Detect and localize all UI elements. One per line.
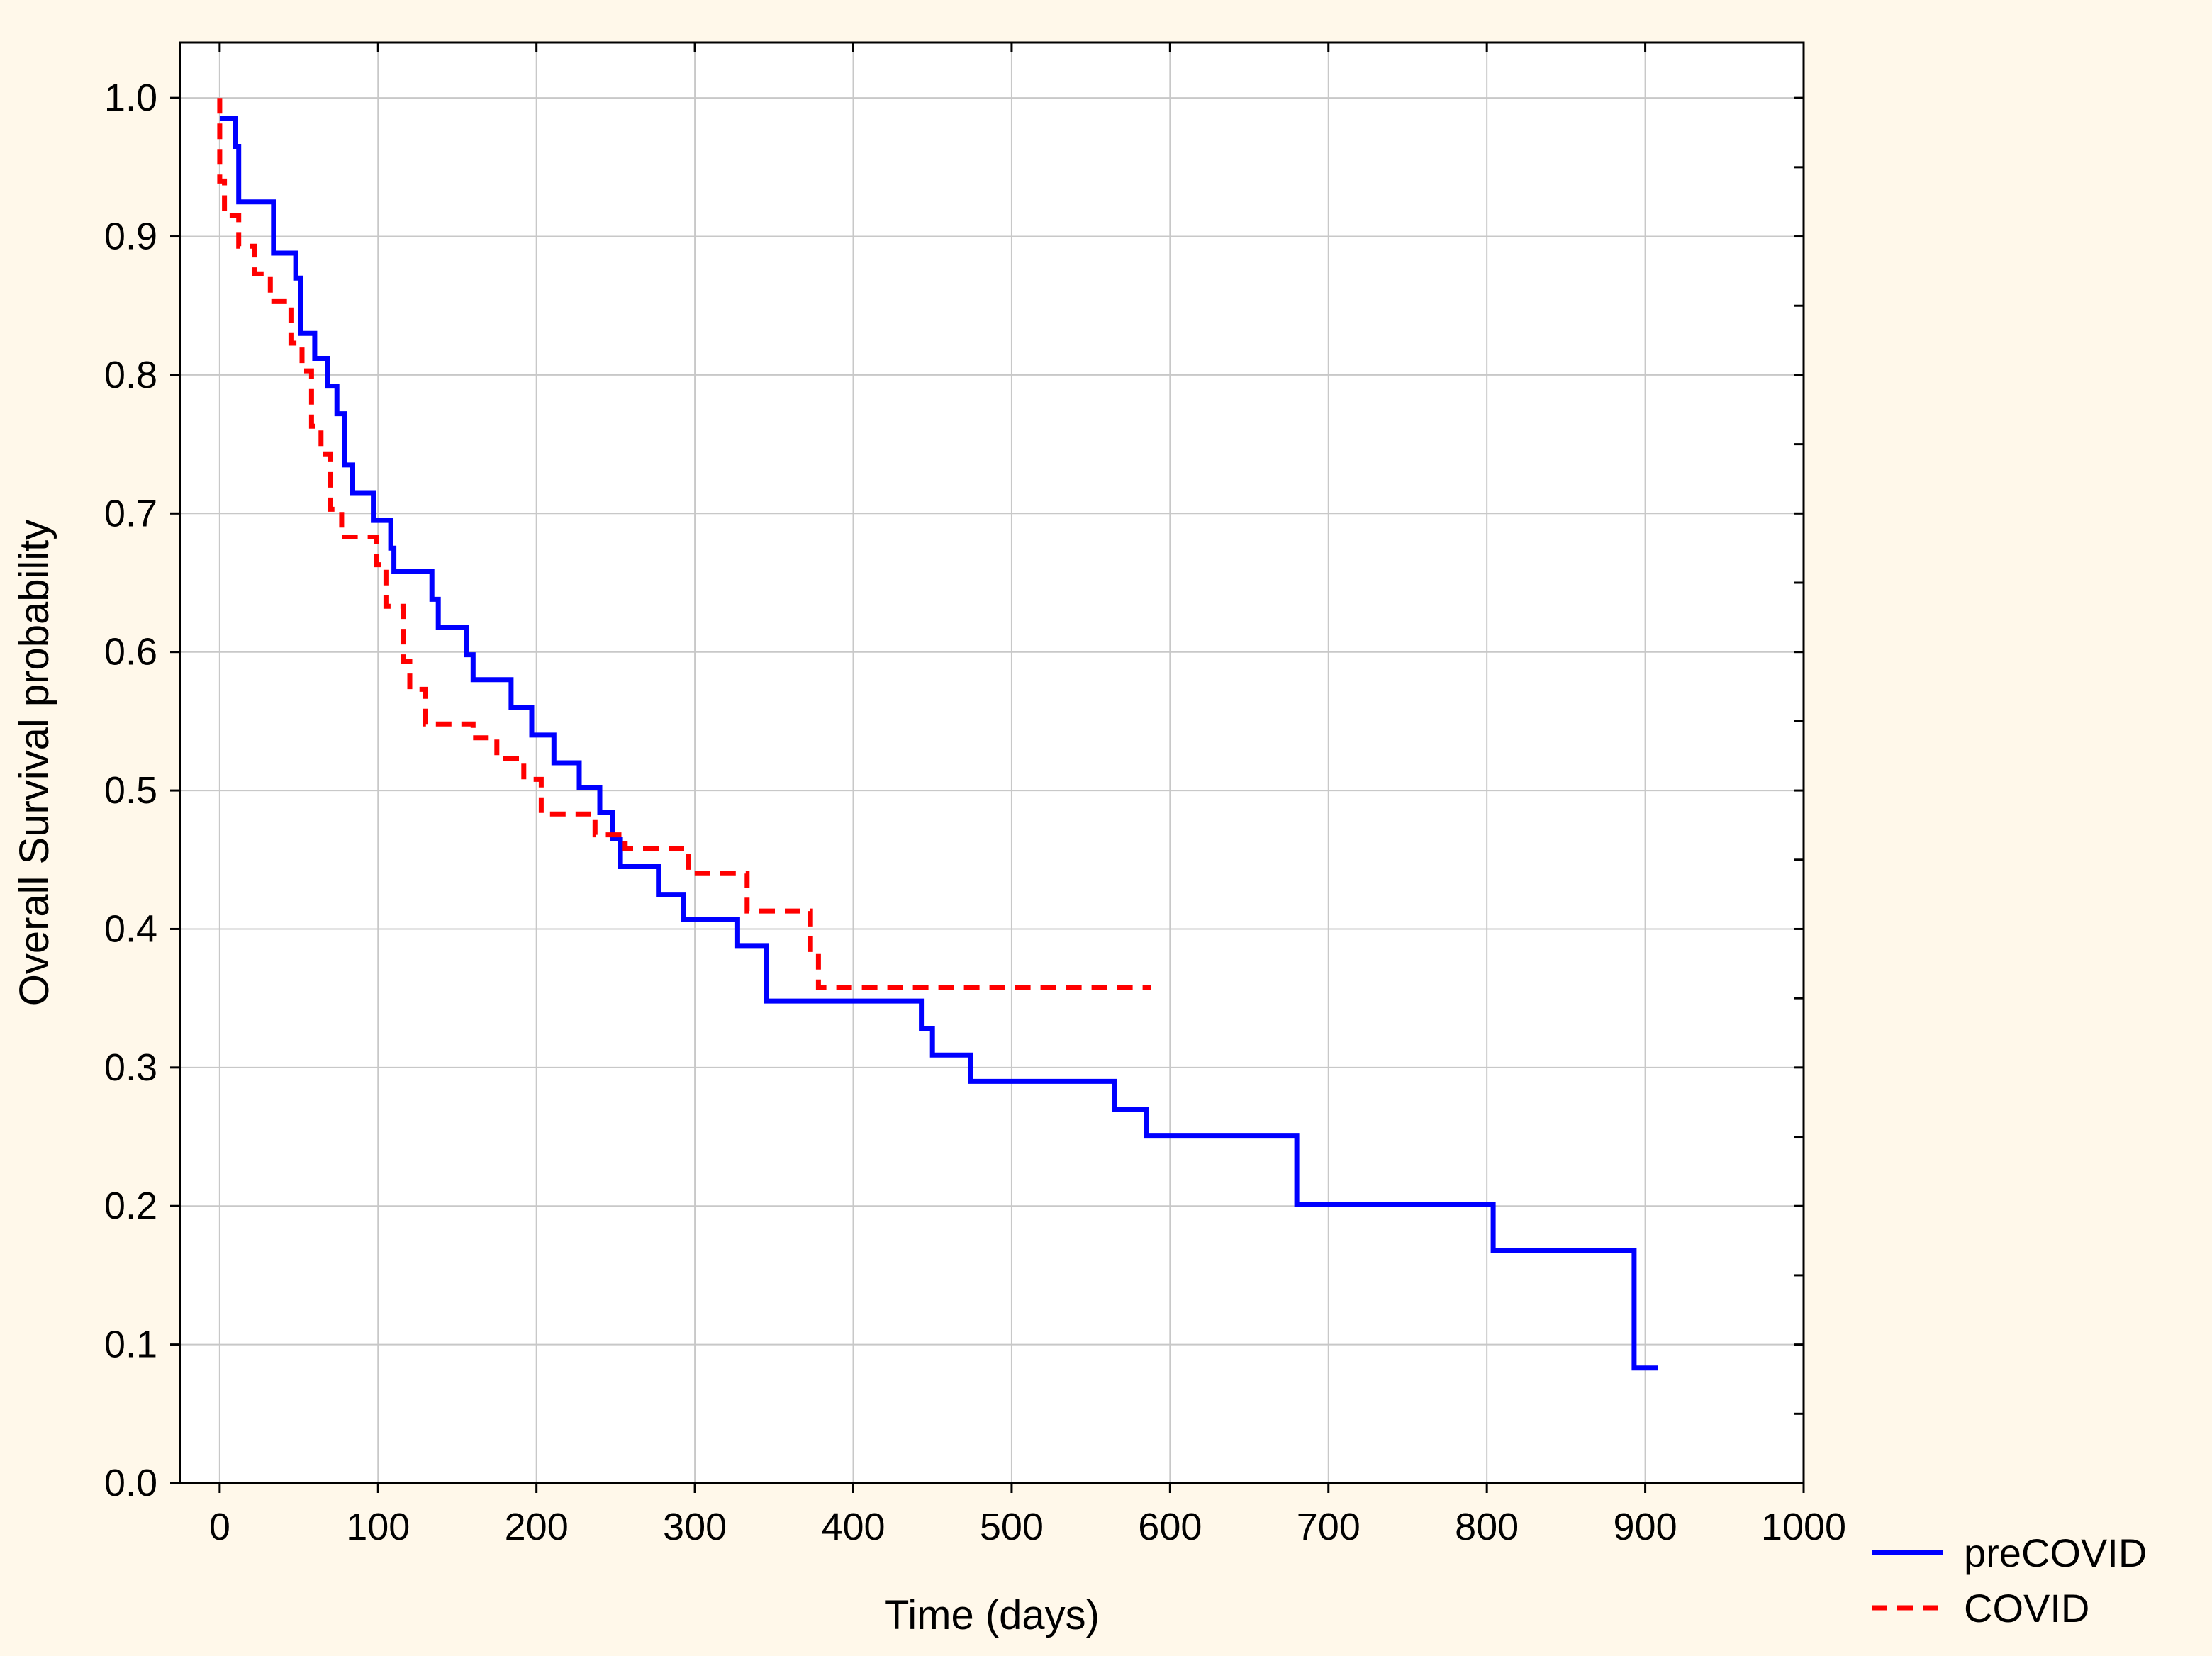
y-tick-label: 0.1 (104, 1324, 157, 1366)
x-tick-label: 0 (209, 1506, 230, 1548)
y-tick-label: 0.5 (104, 769, 157, 812)
series-line-precovid (219, 116, 1658, 1371)
series-layer (217, 98, 1658, 1371)
y-tick-label: 0.4 (104, 907, 157, 950)
x-tick-label: 400 (821, 1506, 885, 1548)
y-tick-label: 0.6 (104, 631, 157, 673)
x-tick-label: 500 (980, 1506, 1044, 1548)
y-tick-label: 0.2 (104, 1185, 157, 1227)
legend-label-covid: COVID (1964, 1586, 2089, 1630)
legend: preCOVID COVID (1872, 1531, 2147, 1630)
y-tick-label: 0.7 (104, 492, 157, 535)
x-tick-label: 800 (1455, 1506, 1519, 1548)
x-tick-label: 1000 (1761, 1506, 1846, 1548)
y-tick-label: 1.0 (104, 77, 157, 119)
ticks (170, 43, 1805, 1493)
x-tick-label: 200 (505, 1506, 569, 1548)
y-tick-label: 0.0 (104, 1462, 157, 1504)
legend-label-precovid: preCOVID (1964, 1531, 2147, 1575)
series-line-covid (217, 98, 1151, 990)
x-tick-label: 900 (1614, 1506, 1677, 1548)
x-tick-label: 100 (346, 1506, 410, 1548)
x-tick-label: 700 (1297, 1506, 1361, 1548)
x-tick-label: 300 (663, 1506, 727, 1548)
plot-frame (179, 41, 1805, 1484)
grid-lines (180, 43, 1804, 1483)
y-axis-label: Overall Survival probability (11, 520, 57, 1007)
x-axis-label: Time (days) (884, 1592, 1100, 1638)
x-tick-label: 600 (1138, 1506, 1202, 1548)
x-tick-labels: 0 100 200 300 400 500 600 700 800 900 1000 (209, 1506, 1846, 1548)
y-tick-labels: 0.0 0.1 0.2 0.3 0.4 0.5 0.6 0.7 0.8 0.9 1.0 (104, 77, 157, 1504)
y-tick-label: 0.8 (104, 354, 157, 396)
y-tick-label: 0.3 (104, 1046, 157, 1089)
plot-area (180, 43, 1804, 1483)
y-tick-label: 0.9 (104, 216, 157, 258)
